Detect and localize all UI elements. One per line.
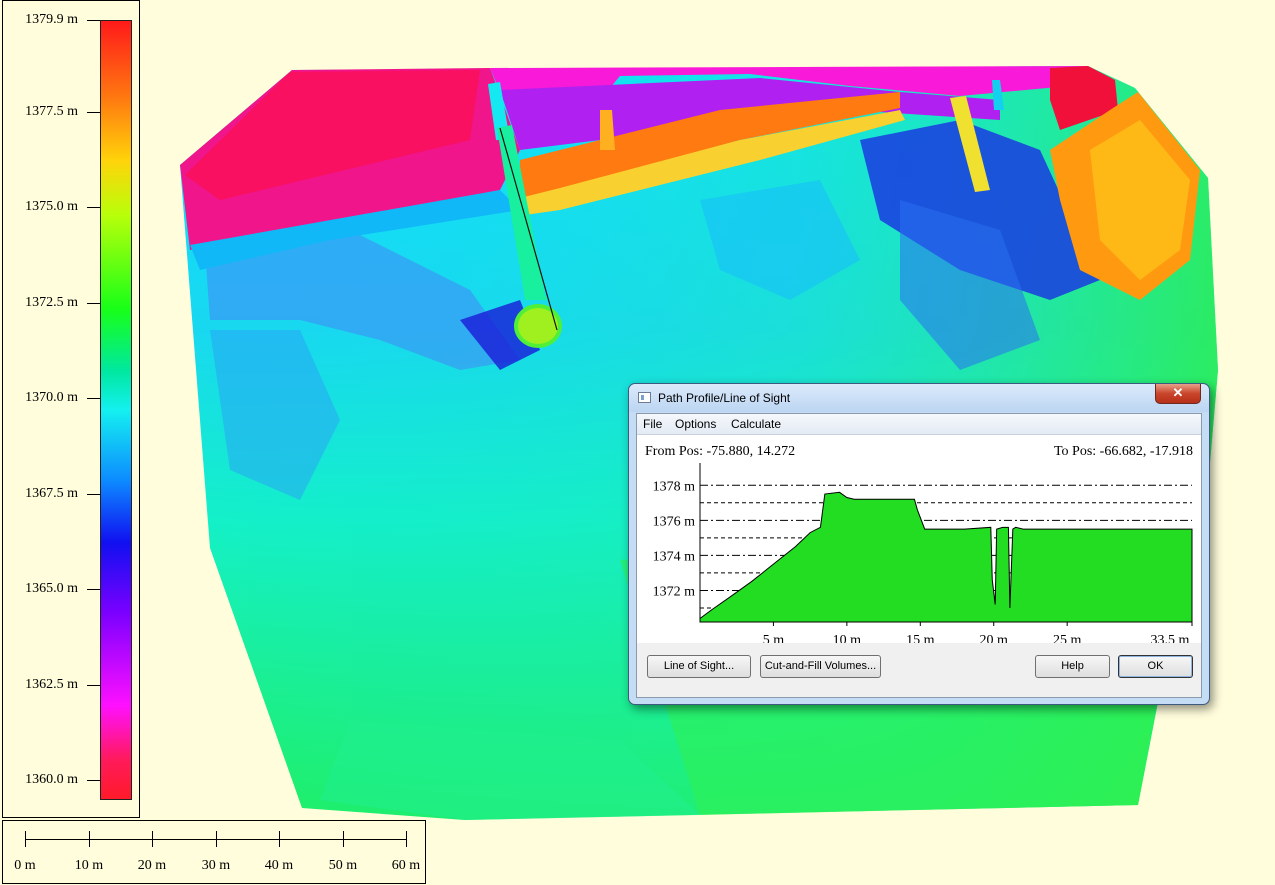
scale-label: 10 m: [74, 858, 104, 873]
menu-file[interactable]: File: [643, 417, 663, 431]
path-profile-dialog[interactable]: Path Profile/Line of Sight ✕ File Option…: [628, 383, 1210, 705]
dialog-title: Path Profile/Line of Sight: [658, 391, 791, 405]
dialog-client: File Options Calculate From Pos: -75.880…: [636, 413, 1202, 698]
legend-tick: [87, 494, 100, 495]
x-tick-label: 15 m: [906, 633, 935, 643]
help-button[interactable]: Help: [1035, 655, 1110, 678]
line-of-sight-button[interactable]: Line of Sight...: [647, 655, 751, 678]
legend-label: 1377.5 m: [25, 104, 78, 119]
legend-label: 1372.5 m: [25, 295, 78, 310]
legend-label: 1370.0 m: [25, 390, 78, 405]
cut-and-fill-volumes-button[interactable]: Cut-and-Fill Volumes...: [760, 655, 881, 678]
close-button[interactable]: ✕: [1155, 384, 1201, 404]
scale-tick: [279, 831, 280, 847]
legend-label: 1362.5 m: [25, 677, 78, 692]
legend-tick: [87, 780, 100, 781]
legend-label: 1375.0 m: [25, 199, 78, 214]
window-icon[interactable]: [638, 392, 651, 403]
x-tick-label: 33.5 m: [1151, 633, 1190, 643]
elevation-legend: 1379.9 m 1377.5 m 1375.0 m 1372.5 m 1370…: [2, 0, 140, 818]
x-tick-label: 25 m: [1053, 633, 1082, 643]
x-tick-label: 10 m: [833, 633, 862, 643]
legend-tick: [87, 398, 100, 399]
elevation-color-ramp: [100, 20, 132, 800]
y-tick-label: 1372 m: [653, 584, 696, 599]
legend-tick: [87, 589, 100, 590]
scale-label: 50 m: [328, 858, 358, 873]
legend-tick: [87, 112, 100, 113]
from-position: From Pos: -75.880, 14.272: [645, 444, 796, 459]
scale-tick: [25, 831, 26, 847]
legend-tick: [87, 20, 100, 21]
scale-label: 40 m: [264, 858, 294, 873]
legend-tick: [87, 303, 100, 304]
y-tick-label: 1376 m: [653, 514, 696, 529]
legend-label: 1365.0 m: [25, 581, 78, 596]
legend-tick: [87, 207, 100, 208]
dialog-titlebar[interactable]: Path Profile/Line of Sight ✕: [629, 384, 1209, 412]
scale-tick: [152, 831, 153, 847]
scale-tick: [216, 831, 217, 847]
x-tick-label: 20 m: [980, 633, 1009, 643]
scale-label: 30 m: [201, 858, 231, 873]
legend-label: 1367.5 m: [25, 486, 78, 501]
legend-tick: [87, 685, 100, 686]
profile-plot-area[interactable]: From Pos: -75.880, 14.272 To Pos: -66.68…: [637, 435, 1201, 643]
scale-tick: [343, 831, 344, 847]
scale-bar: 0 m 10 m 20 m 30 m 40 m 50 m 60 m: [2, 820, 426, 884]
ok-button[interactable]: OK: [1118, 655, 1193, 678]
profile-area: [699, 491, 1193, 623]
scale-tick: [406, 831, 407, 847]
scale-tick: [89, 831, 90, 847]
menu-bar: File Options Calculate: [637, 414, 1201, 435]
scale-label: 60 m: [391, 858, 421, 873]
scale-label: 0 m: [14, 858, 36, 873]
x-tick-label: 5 m: [763, 633, 785, 643]
menu-options[interactable]: Options: [675, 417, 717, 431]
to-position: To Pos: -66.682, -17.918: [1053, 444, 1193, 459]
legend-label-max: 1379.9 m: [25, 12, 78, 27]
scale-label: 20 m: [137, 858, 167, 873]
y-tick-label: 1374 m: [653, 549, 696, 564]
menu-calculate[interactable]: Calculate: [731, 417, 782, 431]
y-tick-label: 1378 m: [653, 479, 696, 494]
profile-chart[interactable]: 1378 m 1376 m 1374 m 1372 m 5 m 10 m 15 m 20 m 2…: [637, 435, 1201, 643]
legend-label-min: 1360.0 m: [25, 772, 78, 787]
